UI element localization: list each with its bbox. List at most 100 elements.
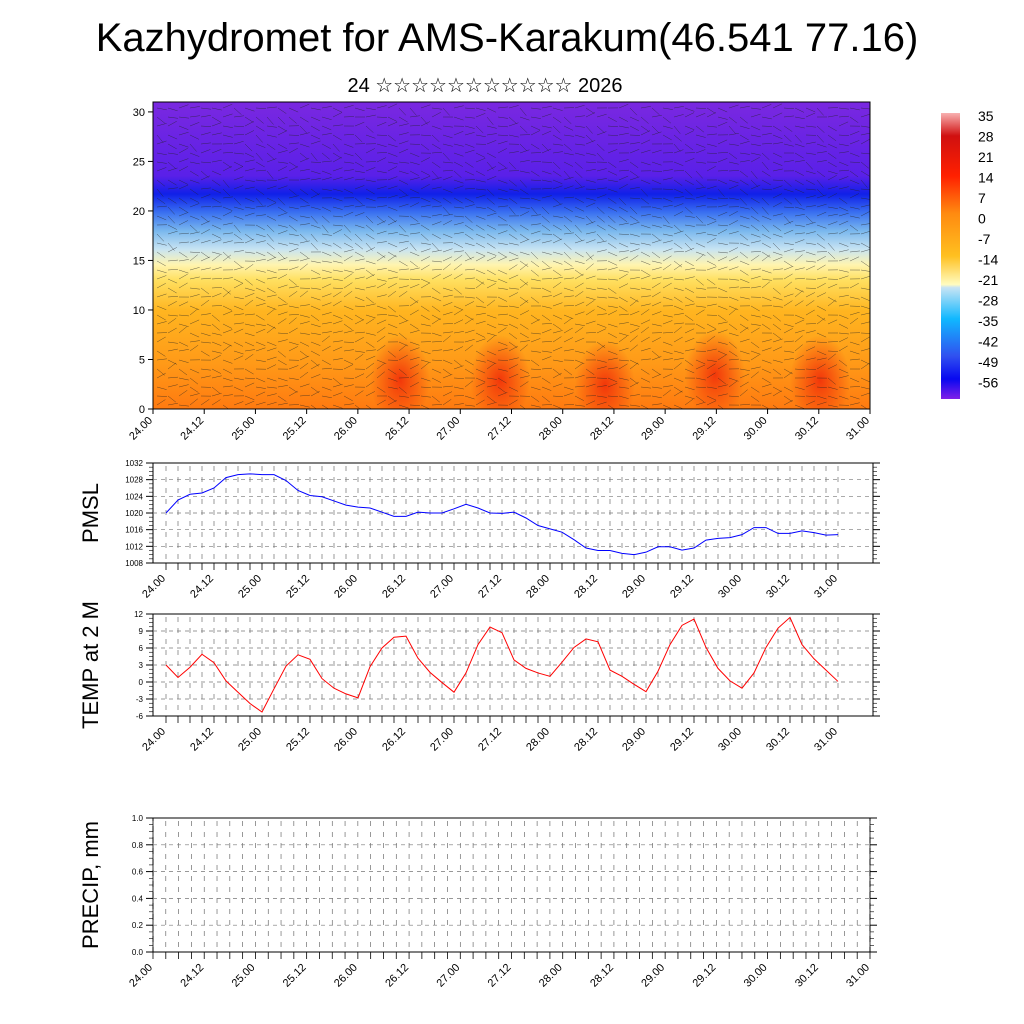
wind-barb <box>508 323 519 329</box>
wind-barb <box>178 359 189 363</box>
wind-barb <box>431 205 442 208</box>
wind-barb <box>530 130 541 136</box>
wind-barb <box>761 116 772 120</box>
wind-barb <box>783 107 794 110</box>
wind-barb <box>695 395 705 403</box>
y-tick-label: 0.2 <box>132 921 144 930</box>
wind-barb <box>255 341 266 346</box>
y-axis-label: TEMP at 2 M <box>78 601 103 729</box>
wind-barb <box>321 177 332 181</box>
wind-barb <box>739 188 749 196</box>
wind-barb <box>618 233 629 235</box>
wind-barb <box>618 363 628 370</box>
wind-barb <box>695 232 706 235</box>
wind-barb <box>739 125 750 129</box>
wind-barb <box>673 336 683 343</box>
wind-barb <box>376 241 387 244</box>
wind-barb <box>464 132 475 136</box>
x-tick-label: 26.00 <box>332 962 360 990</box>
x-tick-label: 24.12 <box>188 573 216 601</box>
wind-barb <box>211 149 222 154</box>
wind-barb <box>497 313 508 316</box>
wind-barb <box>563 242 572 250</box>
wind-barb <box>530 269 539 277</box>
wind-barb <box>552 383 563 388</box>
wind-barb <box>475 278 485 285</box>
wind-barb <box>200 161 211 164</box>
wind-barb <box>508 274 519 280</box>
wind-barb <box>640 106 651 109</box>
wind-barb <box>684 368 695 374</box>
wind-barb <box>860 138 870 145</box>
wind-barb <box>717 354 727 361</box>
wind-barb <box>838 107 849 110</box>
wind-barb <box>365 332 376 336</box>
wind-barb <box>772 368 782 376</box>
wind-barb <box>662 116 672 124</box>
wind-barb <box>607 215 616 223</box>
wind-barb <box>552 314 563 320</box>
wind-barb <box>211 239 222 244</box>
wind-barb <box>398 224 407 233</box>
wind-barb <box>805 242 816 245</box>
wind-barb <box>695 377 706 381</box>
wind-barb <box>651 267 662 271</box>
wind-barb <box>497 305 508 307</box>
wind-barb <box>332 314 343 319</box>
wind-barb <box>750 395 760 402</box>
wind-barb <box>244 212 255 217</box>
wind-barb <box>684 112 695 118</box>
wind-barb <box>629 287 640 290</box>
wind-barb <box>794 170 804 176</box>
wind-barb <box>739 260 750 266</box>
x-tick-label: 28.00 <box>524 573 552 601</box>
wind-barb <box>563 196 574 199</box>
wind-barb <box>178 368 188 376</box>
wind-barb <box>189 197 200 203</box>
wind-barb <box>596 125 605 133</box>
wind-barb <box>497 392 508 397</box>
wind-barb <box>541 356 552 361</box>
wind-barb <box>574 395 584 401</box>
wind-barb <box>299 304 310 307</box>
wind-barb <box>189 393 200 397</box>
wind-barb <box>277 332 288 335</box>
wind-barb <box>255 377 266 383</box>
colorbar-fill <box>941 113 960 399</box>
wind-barb <box>233 125 244 128</box>
wind-barb <box>827 143 838 149</box>
wind-barb <box>662 215 670 224</box>
wind-barb <box>519 107 527 116</box>
wind-barb <box>156 134 164 143</box>
wind-barb <box>178 384 189 388</box>
wind-barb <box>475 305 486 308</box>
wind-barb <box>750 341 760 349</box>
wind-barb <box>233 266 244 271</box>
wind-barb <box>596 328 607 334</box>
wind-barb <box>244 368 254 375</box>
x-tick-label: 27.12 <box>486 962 514 990</box>
wind-barb <box>739 278 750 283</box>
wind-barb <box>178 273 188 280</box>
wind-barb <box>376 215 385 223</box>
wind-barb <box>464 170 475 176</box>
x-tick-label: 25.12 <box>281 415 309 443</box>
wind-barb <box>563 143 572 151</box>
wind-barb <box>189 251 200 254</box>
wind-barb <box>211 254 221 262</box>
wind-barb <box>475 152 486 158</box>
wind-barb <box>607 278 618 281</box>
wind-barb <box>453 377 464 379</box>
wind-barb <box>508 224 517 232</box>
wind-barb <box>585 383 596 388</box>
wind-barb <box>486 206 496 213</box>
wind-barb <box>673 350 684 354</box>
wind-barb <box>277 125 287 132</box>
wind-barb <box>321 276 332 280</box>
wind-barb <box>651 161 662 166</box>
colorbar-label: -42 <box>978 334 998 350</box>
wind-barb <box>156 140 167 145</box>
wind-barb <box>706 395 717 401</box>
wind-barb <box>200 229 210 235</box>
wind-barb <box>607 161 617 168</box>
